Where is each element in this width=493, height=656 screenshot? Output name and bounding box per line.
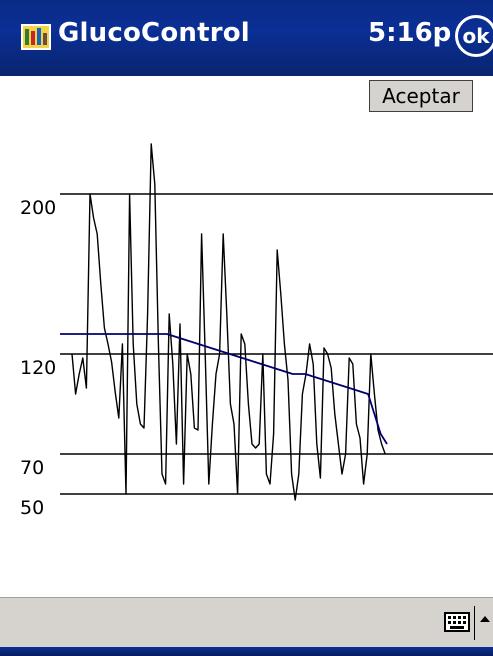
y-tick-label-120: 120 [20,357,56,379]
glucose-series-line [71,143,386,501]
y-tick-labels: 200 120 70 50 [20,197,56,519]
app-icon [21,24,51,50]
y-tick-label-70: 70 [20,457,44,479]
keyboard-icon[interactable] [444,612,470,632]
app-title: GlucoControl [58,18,250,48]
input-menu-arrow-icon[interactable] [478,610,492,630]
y-tick-label-200: 200 [20,197,56,219]
ok-button[interactable]: ok [455,15,493,57]
series-lines [60,143,388,501]
clock[interactable]: 5:16p [368,18,452,48]
bottom-menu-bar [0,597,493,647]
trend-series-line [60,333,388,445]
y-tick-label-50: 50 [20,497,44,519]
input-divider [474,606,475,640]
reference-lines [60,193,493,495]
bottom-strip [0,647,493,656]
accept-button[interactable]: Aceptar [369,80,473,112]
title-bar: GlucoControl 5:16p ok [0,0,493,76]
